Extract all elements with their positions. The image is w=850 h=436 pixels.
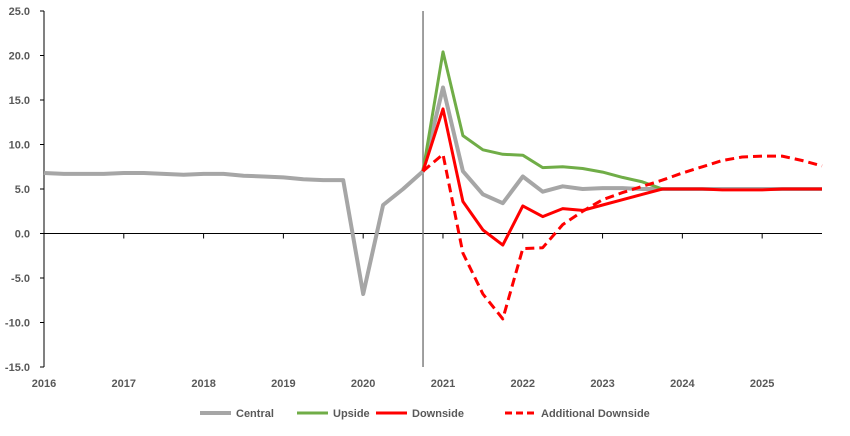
y-tick-label: 20.0 bbox=[9, 51, 30, 63]
y-tick-label: 5.0 bbox=[15, 184, 30, 196]
x-tick-label: 2025 bbox=[750, 378, 774, 390]
y-tick-label: -5.0 bbox=[11, 273, 30, 285]
series-upside bbox=[421, 50, 663, 191]
x-tick-label: 2018 bbox=[191, 378, 215, 390]
x-tick-label: 2016 bbox=[32, 378, 56, 390]
y-tick-label: 15.0 bbox=[9, 95, 30, 107]
y-tick-label: 0.0 bbox=[15, 229, 30, 241]
y-tick-label: 25.0 bbox=[9, 6, 30, 18]
x-tick-label: 2020 bbox=[351, 378, 375, 390]
y-tick-label: -10.0 bbox=[5, 318, 30, 330]
x-tick-label: 2017 bbox=[112, 378, 136, 390]
legend-label: Additional Downside bbox=[541, 408, 650, 420]
y-tick-label: -15.0 bbox=[5, 362, 30, 374]
x-tick-label: 2023 bbox=[590, 378, 614, 390]
legend-label: Upside bbox=[333, 408, 370, 420]
legend-label: Central bbox=[236, 408, 274, 420]
legend: Central Upside Downside Additional Downside bbox=[200, 408, 650, 420]
y-tick-label: 10.0 bbox=[9, 140, 30, 152]
x-tick-label: 2019 bbox=[271, 378, 295, 390]
legend-label: Downside bbox=[412, 408, 464, 420]
series-additional-downside bbox=[422, 152, 823, 321]
series-downside bbox=[421, 107, 822, 247]
x-tick-label: 2021 bbox=[431, 378, 455, 390]
axes: 25.0 20.0 15.0 10.0 5.0 0.0 -5.0 -10.0 -15.02016… bbox=[5, 6, 822, 390]
series-lines bbox=[43, 50, 823, 321]
x-tick-label: 2022 bbox=[511, 378, 535, 390]
x-tick-label: 2024 bbox=[670, 378, 695, 390]
